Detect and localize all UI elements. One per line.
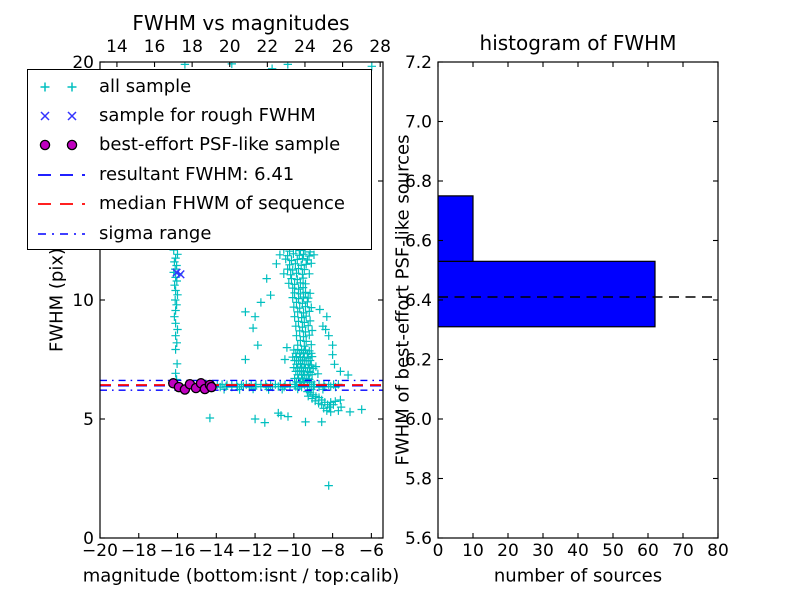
histogram-bar [438,195,474,262]
x-tick-label: −18 [121,541,157,561]
all-sample-marker [40,82,77,92]
legend-label: best-effort PSF-like sample [99,134,341,156]
histogram-bar [438,260,656,328]
x-tick-label: −16 [160,541,196,561]
y-tick-label: 7.2 [405,53,432,73]
top-tick-label: 28 [369,37,391,57]
legend-box: all sample sample for rough FWHM best-ef… [27,69,372,250]
y-tick-label: 6.0 [405,410,432,430]
median-line-sample [38,203,85,206]
resultant-line-sample [38,173,85,176]
right-plot-title: histogram of FWHM [479,31,677,55]
x-tick-label: −14 [198,541,234,561]
left-plot-ylabel: FWHM (pix) [46,247,68,353]
top-tick-label: 18 [181,37,203,57]
top-tick-label: 24 [294,37,316,57]
legend-label: sigma range [99,222,212,244]
rough-fwhm-points [172,268,185,279]
y-tick-label: 0 [83,529,94,549]
legend-label: median FHWM of sequence [99,193,345,215]
x-tick-label: −10 [276,541,312,561]
psf-like-points [168,378,217,395]
x-tick-label: −12 [237,541,273,561]
left-plot-title: FWHM vs magnitudes [132,11,350,35]
sigma-line-sample [38,232,85,235]
legend-label: all sample [99,75,192,97]
psf-like-point [206,381,217,393]
y-tick-label: 6.2 [405,351,432,371]
y-tick-label: 7.0 [405,113,432,133]
y-tick-label: 5.8 [405,470,432,490]
legend-item-resultant-fwhm: resultant FWHM: 6.41 [37,160,371,189]
legend-item-median-fwhm: median FHWM of sequence [37,190,371,219]
x-tick-label: 70 [672,541,694,561]
y-tick-label: 6.4 [405,291,432,311]
x-tick-label: 40 [567,541,589,561]
right-plot-ylabel: FWHM of best-effort PSF-like sources [392,134,414,466]
legend-label: sample for rough FWHM [99,105,316,127]
top-tick-label: 14 [106,37,128,57]
x-tick-label: 0 [433,541,444,561]
x-tick-label: −20 [82,541,118,561]
x-tick-label: 80 [707,541,729,561]
reference-hlines [100,379,383,391]
legend-item-sigma-range: sigma range [37,219,371,248]
y-tick-label: 20 [72,53,94,73]
y-tick-label: 6.6 [405,232,432,252]
left-plot-xlabel: magnitude (bottom:isnt / top:calib) [82,565,400,587]
x-tick-label: −6 [359,541,384,561]
histogram-bars [438,195,656,328]
x-tick-label: −8 [320,541,345,561]
legend-item-rough-fwhm: sample for rough FWHM [37,101,371,130]
top-tick-label: 22 [257,37,279,57]
psf-sample-marker [39,140,78,151]
legend-item-psf-sample: best-effort PSF-like sample [37,131,371,160]
legend-label: resultant FWHM: 6.41 [99,163,295,185]
top-tick-label: 26 [332,37,354,57]
x-tick-label: 30 [532,541,554,561]
rough-fwhm-marker [40,111,77,121]
right-plot-xlabel: number of sources [493,565,663,587]
top-tick-label: 20 [219,37,241,57]
y-tick-label: 6.8 [405,172,432,192]
legend-item-all-sample: all sample [37,72,371,101]
x-tick-label: 50 [602,541,624,561]
x-tick-label: 60 [637,541,659,561]
y-tick-label: 5 [83,410,94,430]
right-plot-ticks [437,61,719,539]
x-tick-label: 20 [497,541,519,561]
x-tick-label: 10 [462,541,484,561]
top-tick-label: 16 [144,37,166,57]
y-tick-label: 10 [72,291,94,311]
y-tick-label: 5.6 [405,529,432,549]
